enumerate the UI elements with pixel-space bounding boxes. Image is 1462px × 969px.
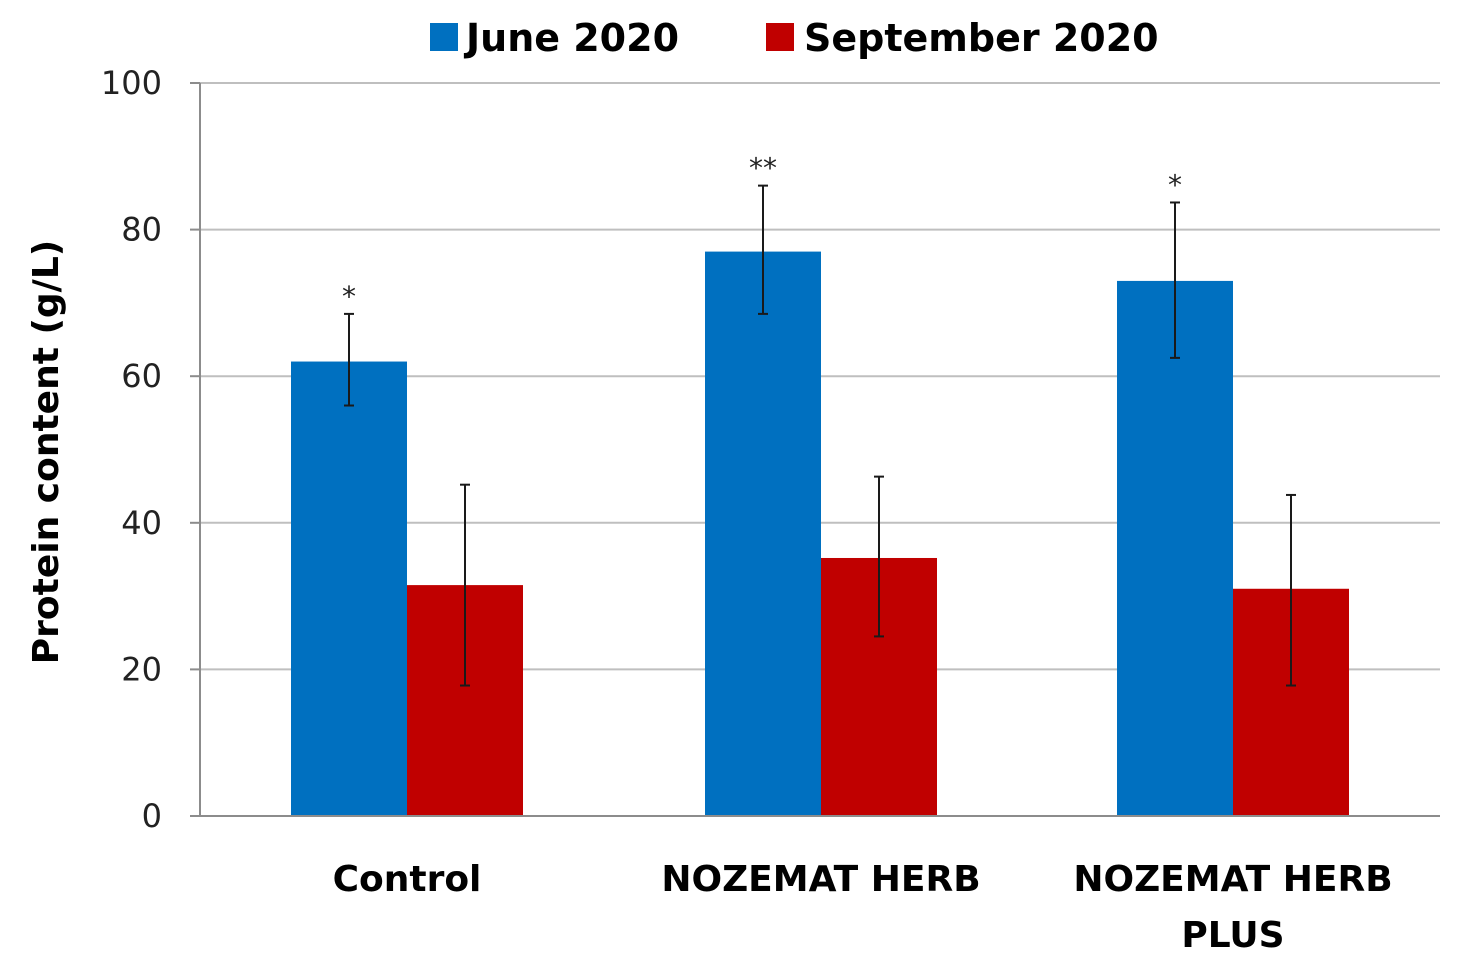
x-category-label-line: PLUS bbox=[1181, 915, 1284, 956]
legend-label-september-2020: September 2020 bbox=[804, 16, 1159, 60]
legend-label-june-2020: June 2020 bbox=[463, 16, 679, 60]
y-tick-label-100: 100 bbox=[101, 64, 162, 102]
y-tick-label-40: 40 bbox=[121, 504, 162, 542]
x-category-label-nozemat-herb: NOZEMAT HERB bbox=[661, 859, 980, 900]
significance-nozemat-herb-june-2020: ** bbox=[749, 152, 777, 185]
y-tick-label-80: 80 bbox=[121, 211, 162, 249]
x-category-label-line: NOZEMAT HERB bbox=[661, 859, 980, 900]
bar-nozemat-herb-june-2020 bbox=[705, 251, 821, 817]
legend: June 2020 September 2020 bbox=[430, 16, 1159, 60]
axes bbox=[199, 83, 1440, 817]
legend-swatch-september-2020 bbox=[766, 23, 794, 51]
y-tick-label-20: 20 bbox=[121, 650, 162, 688]
x-category-label-control: Control bbox=[333, 859, 482, 900]
error-bars bbox=[344, 184, 1296, 687]
x-category-label-nozemat-herb-plus: NOZEMAT HERB PLUS bbox=[1073, 859, 1392, 956]
y-tick-label-0: 0 bbox=[142, 797, 162, 835]
x-category-label-line: NOZEMAT HERB bbox=[1073, 859, 1392, 900]
y-axis-title: Protein content (g/L) bbox=[26, 240, 67, 664]
x-category-label-line: Control bbox=[333, 859, 482, 900]
legend-swatch-june-2020 bbox=[430, 23, 458, 51]
bar-control-june-2020 bbox=[291, 361, 407, 816]
bars bbox=[291, 251, 1349, 817]
y-tick-label-60: 60 bbox=[121, 357, 162, 395]
x-category-labels: Control NOZEMAT HERB NOZEMAT HERB PLUS bbox=[333, 859, 1393, 956]
y-tick-labels: 0 20 40 60 80 100 bbox=[101, 64, 200, 835]
significance-control-june-2020: * bbox=[342, 280, 356, 313]
bar-nozemat-herb-plus-june-2020 bbox=[1117, 280, 1233, 816]
significance-markers: **** bbox=[342, 152, 1182, 313]
significance-nozemat-herb-plus-june-2020: * bbox=[1168, 168, 1182, 201]
